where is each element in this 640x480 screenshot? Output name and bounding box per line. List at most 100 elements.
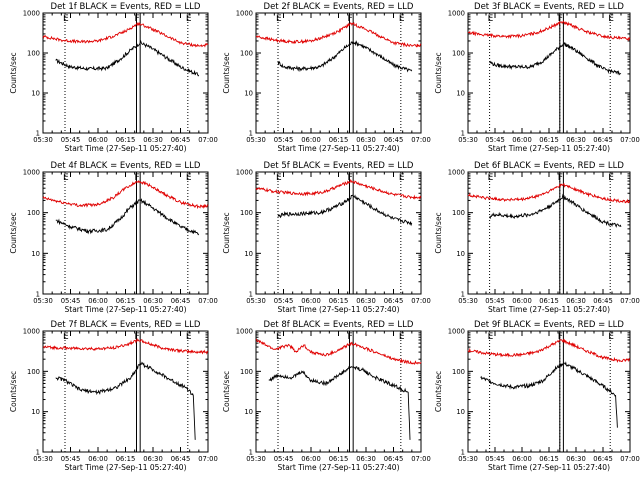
marker-label: F (558, 14, 563, 24)
chart-panel-7: Det 7f BLACK = Events, RED = LLD 1 10 100 10… (9, 320, 218, 472)
chart-title: Det 6f BLACK = Events, RED = LLD (474, 161, 624, 171)
y-tick-label: 1 (249, 449, 253, 457)
marker-label: E (186, 14, 192, 24)
x-tick-label: 06:00 (301, 136, 321, 144)
chart-title: Det 7f BLACK = Events, RED = LLD (51, 320, 201, 330)
lld-series-line (255, 179, 422, 200)
x-tick-label: 06:00 (512, 136, 532, 144)
x-tick-label: 07:00 (620, 297, 640, 305)
y-tick-label: 1000 (448, 169, 465, 177)
x-tick-label: 07:00 (411, 455, 431, 463)
x-tick-label: 06:45 (593, 297, 613, 305)
x-tick-label: 05:30 (458, 136, 478, 144)
x-axis-label: Start Time (27-Sep-11 05:27:40) (488, 144, 610, 153)
marker-label: F (558, 332, 563, 342)
chart-title: Det 3f BLACK = Events, RED = LLD (474, 2, 624, 12)
lld-series-line (467, 20, 631, 42)
plot-frame (467, 12, 631, 134)
y-tick-label: 10 (456, 408, 465, 416)
x-tick-label: 06:15 (329, 297, 349, 305)
y-tick-label: 100 (27, 368, 40, 376)
marker-label: E (399, 332, 405, 342)
marker-label: E (399, 173, 405, 183)
y-tick-label: 1000 (23, 10, 40, 18)
x-tick-label: 06:15 (116, 297, 136, 305)
y-tick-label: 10 (456, 90, 465, 98)
y-tick-label: 10 (31, 90, 40, 98)
x-tick-label: 06:30 (143, 136, 163, 144)
y-tick-label: 1 (461, 291, 465, 299)
x-tick-label: 06:45 (384, 455, 404, 463)
chart-title: Det 2f BLACK = Events, RED = LLD (264, 2, 414, 12)
x-tick-label: 05:30 (246, 297, 266, 305)
x-tick-label: 07:00 (620, 455, 640, 463)
x-axis-label: Start Time (27-Sep-11 05:27:40) (65, 305, 187, 314)
y-tick-label: 10 (31, 408, 40, 416)
chart-title: Det 9f BLACK = Events, RED = LLD (474, 320, 624, 330)
y-tick-label: 100 (27, 209, 40, 217)
y-axis-label: Counts/sec (9, 52, 18, 93)
y-axis-label: Counts/sec (9, 371, 18, 412)
x-tick-label: 05:30 (458, 455, 478, 463)
y-tick-label: 10 (456, 250, 465, 258)
x-tick-label: 05:30 (33, 297, 53, 305)
y-tick-label: 1000 (236, 328, 253, 336)
events-series-line (480, 361, 618, 428)
marker-label: F (348, 173, 353, 183)
x-tick-label: 06:45 (171, 297, 191, 305)
plot-frame (255, 171, 422, 295)
x-tick-label: 06:30 (143, 297, 163, 305)
marker-label: E (186, 173, 192, 183)
x-tick-label: 05:45 (485, 455, 505, 463)
y-tick-label: 1000 (448, 328, 465, 336)
events-series-line (55, 39, 200, 77)
marker-label: E (186, 332, 192, 342)
x-tick-label: 06:30 (566, 297, 586, 305)
y-axis-label: Counts/sec (222, 212, 231, 253)
x-tick-label: 05:45 (61, 297, 81, 305)
x-tick-label: 06:15 (329, 136, 349, 144)
events-series-line (277, 194, 413, 227)
x-tick-label: 07:00 (198, 136, 218, 144)
x-tick-label: 05:45 (485, 136, 505, 144)
x-tick-label: 06:00 (301, 297, 321, 305)
chart-panel-6: Det 6f BLACK = Events, RED = LLD 1 10 100 10… (434, 161, 640, 314)
y-tick-label: 10 (31, 250, 40, 258)
y-tick-label: 1 (36, 291, 40, 299)
x-tick-label: 06:15 (539, 297, 559, 305)
marker-label: E (276, 173, 282, 183)
x-tick-label: 06:45 (171, 136, 191, 144)
marker-label: F (135, 173, 140, 183)
marker-label: F (135, 14, 140, 24)
x-tick-label: 07:00 (411, 136, 431, 144)
y-tick-label: 1000 (448, 10, 465, 18)
x-tick-label: 05:30 (458, 297, 478, 305)
y-tick-label: 10 (244, 408, 253, 416)
x-tick-label: 06:00 (512, 297, 532, 305)
x-tick-label: 06:45 (593, 136, 613, 144)
x-tick-label: 06:00 (88, 455, 108, 463)
x-tick-label: 06:00 (88, 297, 108, 305)
marker-label: F (135, 332, 140, 342)
marker-label: F (348, 332, 353, 342)
x-tick-label: 06:45 (593, 455, 613, 463)
x-tick-label: 05:30 (246, 136, 266, 144)
x-tick-label: 06:00 (301, 455, 321, 463)
x-tick-label: 06:30 (356, 297, 376, 305)
chart-title: Det 5f BLACK = Events, RED = LLD (264, 161, 414, 171)
x-tick-label: 06:15 (539, 136, 559, 144)
x-tick-label: 06:45 (384, 136, 404, 144)
events-series-line (55, 198, 200, 236)
x-tick-label: 06:15 (329, 455, 349, 463)
marker-label: E (608, 14, 614, 24)
x-axis-label: Start Time (27-Sep-11 05:27:40) (278, 144, 400, 153)
marker-label: F (558, 173, 563, 183)
x-axis-label: Start Time (27-Sep-11 05:27:40) (65, 463, 187, 472)
marker-label: E (63, 14, 69, 24)
x-tick-label: 06:15 (539, 455, 559, 463)
chart-panel-4: Det 4f BLACK = Events, RED = LLD 1 10 100 10… (9, 161, 218, 314)
x-axis-label: Start Time (27-Sep-11 05:27:40) (65, 144, 187, 153)
x-tick-label: 06:30 (143, 455, 163, 463)
y-tick-label: 1000 (23, 169, 40, 177)
events-series-line (55, 361, 196, 440)
